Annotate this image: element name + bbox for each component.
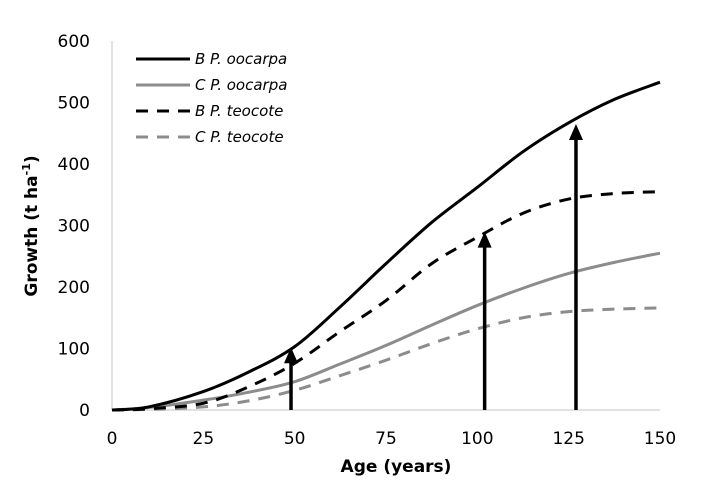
legend-label: B P. oocarpa xyxy=(195,50,287,68)
x-tick-label: 150 xyxy=(644,429,676,449)
x-tick-label: 0 xyxy=(107,429,118,449)
arrow-head xyxy=(568,124,583,141)
arrow-head xyxy=(284,347,299,364)
y-tick-label: 200 xyxy=(58,278,90,298)
x-axis-label: Age (years) xyxy=(341,457,452,477)
y-tick-label: 400 xyxy=(58,155,90,175)
legend-label: C P. oocarpa xyxy=(195,76,287,94)
y-axis-label: Growth (t ha-1) xyxy=(20,155,42,296)
x-tick-label: 125 xyxy=(552,429,584,449)
y-axis-label-main: Growth (t ha xyxy=(22,175,42,296)
arrow-head xyxy=(477,231,492,248)
series-line-c-p-oocarpa xyxy=(111,251,661,412)
y-axis-label-sup: -1 xyxy=(20,163,33,175)
x-tick-label: 75 xyxy=(375,429,397,449)
plot-area: 0 100 200 300 400 500 600 0 25 50 75 100 125 150 B P. … xyxy=(58,32,677,449)
x-tick-label: 100 xyxy=(461,429,493,449)
legend-label: C P. teocote xyxy=(195,128,284,146)
series-line-b-p-teocote xyxy=(111,190,661,412)
y-tick-label: 300 xyxy=(58,217,90,237)
series-line-b-p-oocarpa xyxy=(111,80,661,412)
y-tick-label: 500 xyxy=(58,94,90,114)
y-tick-label: 600 xyxy=(58,32,90,52)
legend-label: B P. teocote xyxy=(195,102,283,120)
x-tick-label: 50 xyxy=(284,429,306,449)
y-axis-label-close: ) xyxy=(22,155,42,163)
series-line-c-p-teocote xyxy=(111,306,661,412)
y-tick-label: 0 xyxy=(79,401,90,421)
y-tick-label: 100 xyxy=(58,340,90,360)
x-tick-label: 25 xyxy=(193,429,215,449)
